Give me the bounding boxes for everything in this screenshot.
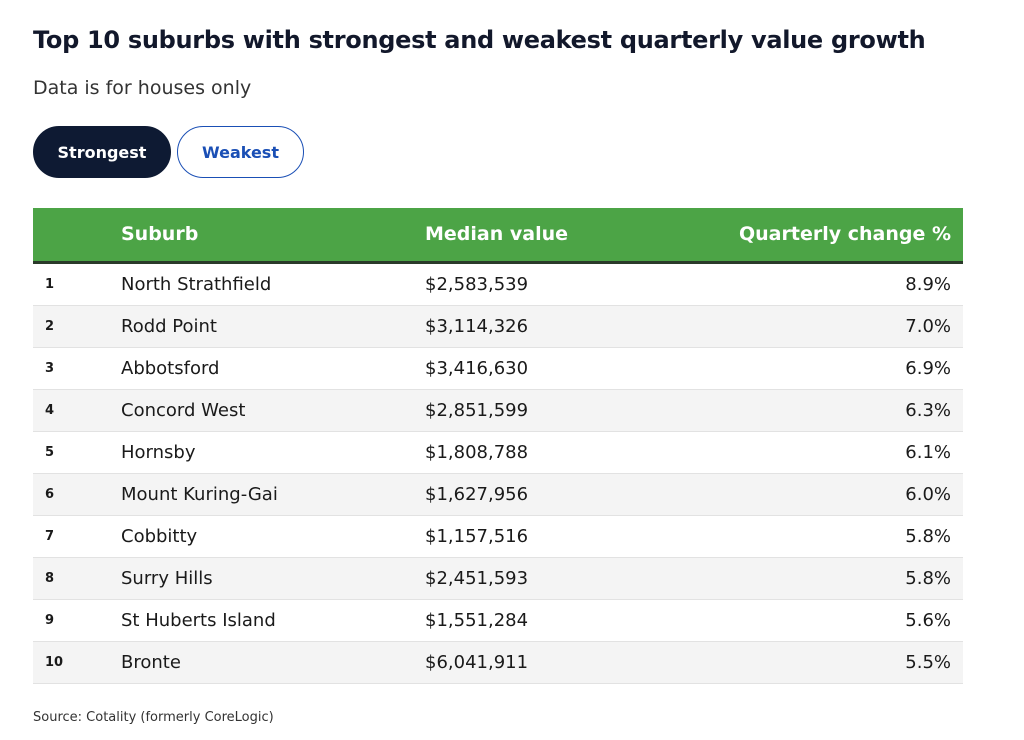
table-row: 4 Concord West $2,851,599 6.3% [33, 389, 963, 432]
median-value: $1,808,788 [425, 431, 635, 474]
quarterly-change: 7.0% [634, 305, 963, 348]
column-header: Quarterly change % [739, 223, 951, 246]
table: Suburb Median value Quarterly change % 1… [33, 208, 963, 684]
title: Top 10 suburbs with strongest and weakes… [33, 26, 926, 54]
quarterly-change: 6.0% [634, 473, 963, 516]
column-header: Suburb [121, 223, 199, 246]
rank: 1 [33, 262, 121, 306]
table-row: 9 St Huberts Island $1,551,284 5.6% [33, 599, 963, 642]
median-value: $2,451,593 [425, 557, 635, 600]
suburb: St Huberts Island [121, 599, 425, 642]
median-value: $1,627,956 [425, 473, 635, 516]
rank: 3 [33, 347, 121, 390]
median-value: $1,157,516 [425, 515, 635, 558]
table-row: 3 Abbotsford $3,416,630 6.9% [33, 347, 963, 390]
median-value: $3,114,326 [425, 305, 635, 348]
suburb: Abbotsford [121, 347, 425, 390]
tab-weakest[interactable]: Weakest [177, 126, 304, 178]
table-body: 1 North Strathfield $2,583,539 8.9% 2 Rodd Po… [33, 262, 963, 684]
subtitle: Data is for houses only [33, 77, 252, 99]
suburb: Surry Hills [121, 557, 425, 600]
quarterly-change: 8.9% [634, 262, 963, 306]
table-row: 10 Bronte $6,041,911 5.5% [33, 641, 963, 684]
rank: 9 [33, 599, 121, 642]
suburb: Mount Kuring-Gai [121, 473, 425, 516]
table-row: 8 Surry Hills $2,451,593 5.8% [33, 557, 963, 600]
rank: 10 [33, 641, 121, 684]
median-value: $2,851,599 [425, 389, 635, 432]
table-head: Suburb Median value Quarterly change % [33, 208, 963, 262]
rank: 4 [33, 389, 121, 432]
median-value: $3,416,630 [425, 347, 635, 390]
quarterly-change: 5.8% [634, 557, 963, 600]
table-row: 6 Mount Kuring-Gai $1,627,956 6.0% [33, 473, 963, 516]
quarterly-change: 5.8% [634, 515, 963, 558]
source: Source: Cotality (formerly CoreLogic) [33, 710, 274, 725]
rank: 6 [33, 473, 121, 516]
rank: 5 [33, 431, 121, 474]
quarterly-change: 5.5% [634, 641, 963, 684]
suburb: North Strathfield [121, 262, 425, 306]
rank-header [33, 208, 121, 262]
median-value: $6,041,911 [425, 641, 635, 684]
suburb: Bronte [121, 641, 425, 684]
suburb: Concord West [121, 389, 425, 432]
header-row: Suburb Median value Quarterly change % [33, 208, 963, 262]
table-row: 1 North Strathfield $2,583,539 8.9% [33, 262, 963, 306]
quarterly-change: 6.3% [634, 389, 963, 432]
column-header: Median value [425, 223, 569, 246]
median-value: $2,583,539 [425, 262, 635, 306]
table-row: 7 Cobbitty $1,157,516 5.8% [33, 515, 963, 558]
median-value: $1,551,284 [425, 599, 635, 642]
quarterly-change: 5.6% [634, 599, 963, 642]
quarterly-change: 6.1% [634, 431, 963, 474]
suburb: Hornsby [121, 431, 425, 474]
suburb: Cobbitty [121, 515, 425, 558]
suburb: Rodd Point [121, 305, 425, 348]
quarterly-change: 6.9% [634, 347, 963, 390]
table-row: 5 Hornsby $1,808,788 6.1% [33, 431, 963, 474]
tab-strongest[interactable]: Strongest [33, 126, 171, 178]
rank: 8 [33, 557, 121, 600]
rank: 2 [33, 305, 121, 348]
table-row: 2 Rodd Point $3,114,326 7.0% [33, 305, 963, 348]
rank: 7 [33, 515, 121, 558]
